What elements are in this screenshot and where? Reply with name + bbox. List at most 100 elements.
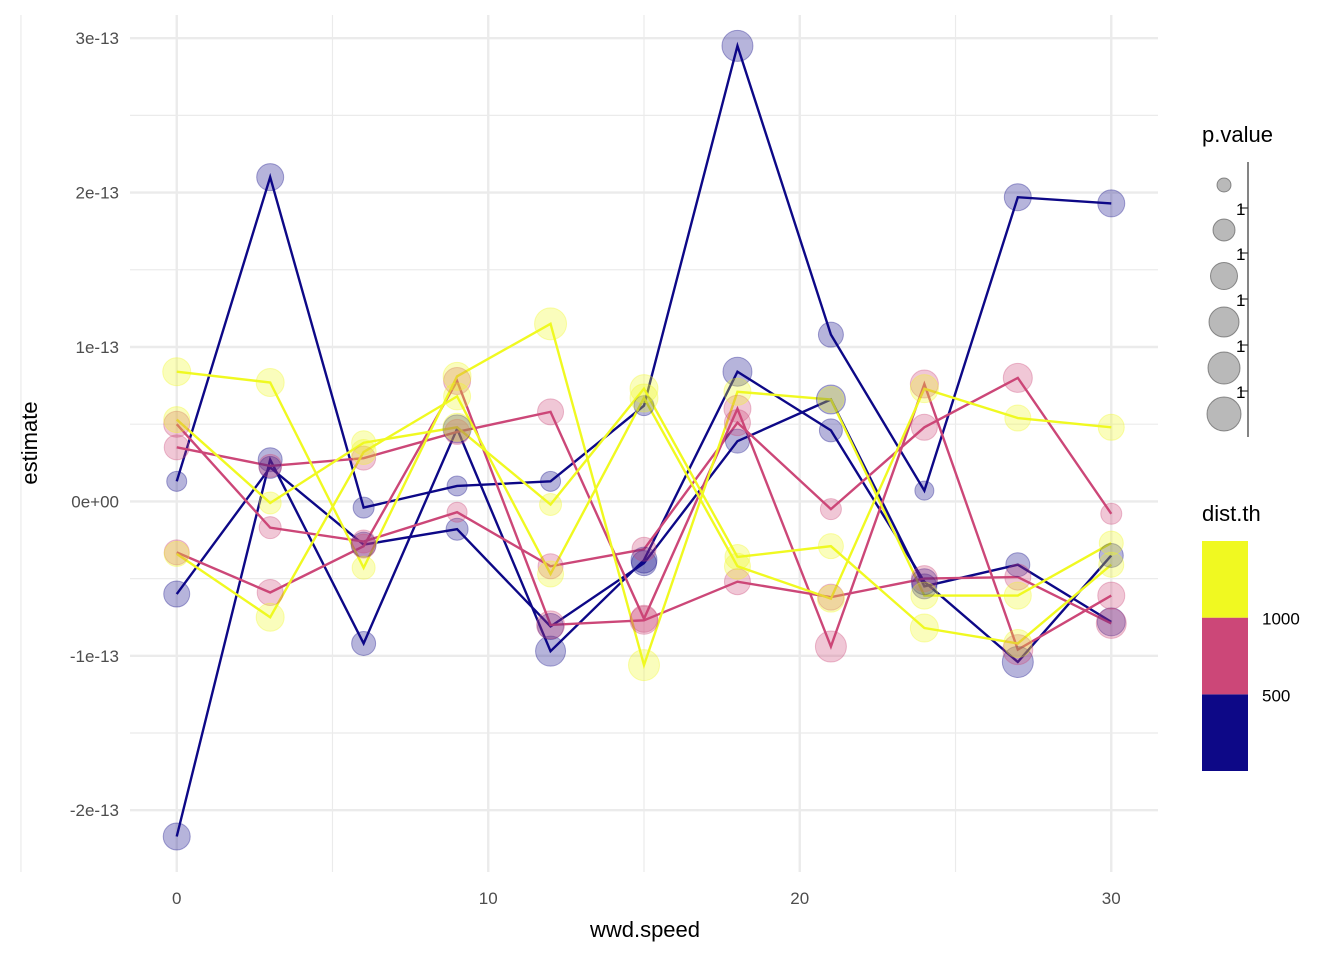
data-point — [162, 357, 192, 387]
data-point — [537, 560, 565, 588]
x-tick-label: 20 — [790, 889, 809, 908]
data-point — [1097, 189, 1126, 218]
size-legend-label: 1 — [1236, 291, 1245, 310]
data-point — [537, 398, 565, 426]
y-tick-label: 2e-13 — [76, 184, 119, 203]
data-point — [723, 377, 752, 406]
data-point — [1095, 607, 1127, 639]
data-point — [256, 579, 284, 607]
data-point — [909, 613, 939, 643]
data-point — [445, 517, 469, 541]
series-line-3 — [175, 376, 1113, 568]
data-point — [351, 529, 376, 554]
data-point — [258, 453, 283, 478]
color-legend-label: 500 — [1262, 686, 1290, 705]
color-legend-bin — [1202, 617, 1248, 695]
data-point — [352, 496, 375, 519]
data-point — [1004, 404, 1032, 432]
y-tick-label: -2e-13 — [70, 801, 119, 820]
data-point — [163, 539, 190, 566]
minor-gridlines — [20, 15, 1158, 872]
data-point — [166, 470, 188, 492]
data-point — [255, 368, 285, 398]
data-point — [350, 531, 377, 558]
series-line-4 — [176, 380, 1112, 652]
data-point — [909, 374, 939, 404]
data-point — [258, 455, 282, 479]
x-tick-label: 30 — [1102, 889, 1121, 908]
data-point — [723, 409, 751, 437]
data-point — [444, 418, 471, 445]
size-legend-key — [1206, 396, 1242, 432]
size-legend-label: 1 — [1236, 383, 1245, 402]
data-point — [629, 605, 659, 635]
size-legend-title: p.value — [1202, 122, 1273, 147]
data-point — [819, 498, 842, 521]
data-point — [631, 536, 657, 562]
x-tick-label: 0 — [172, 889, 181, 908]
series-line-0 — [175, 41, 1112, 510]
data-point — [1003, 183, 1032, 212]
data-point — [256, 163, 285, 192]
data-point — [536, 610, 566, 640]
data-point — [817, 385, 845, 413]
data-point — [534, 307, 568, 341]
data-point — [723, 394, 752, 423]
data-point — [351, 430, 377, 456]
x-axis-title: wwd.speed — [589, 917, 700, 942]
series-line-5 — [176, 378, 1112, 627]
data-point — [724, 543, 751, 570]
data-point — [1003, 628, 1033, 658]
data-point — [350, 438, 377, 465]
data-point — [1097, 413, 1125, 441]
series-lines — [175, 41, 1113, 837]
data-point — [443, 366, 472, 395]
data-point — [1001, 645, 1034, 678]
data-point — [539, 492, 563, 516]
data-point — [442, 361, 472, 391]
data-point — [723, 568, 751, 596]
data-point — [914, 480, 935, 501]
data-point — [818, 418, 843, 443]
color-legend-title: dist.th — [1202, 501, 1261, 526]
data-point — [629, 374, 659, 404]
color-legend: dist.th 500 1000 — [1202, 501, 1300, 771]
size-legend-key — [1208, 306, 1240, 338]
data-point — [633, 395, 655, 417]
size-legend-label: 1 — [1236, 337, 1245, 356]
data-point — [535, 635, 567, 667]
series-line-1 — [175, 369, 1113, 837]
data-point — [817, 321, 844, 348]
data-point — [1002, 362, 1033, 393]
series-points — [162, 29, 1127, 851]
data-point — [351, 630, 377, 656]
series-line-8 — [176, 387, 1112, 619]
y-tick-label: 0e+00 — [71, 492, 119, 511]
data-point — [1098, 530, 1124, 556]
data-point — [910, 565, 938, 593]
data-point — [163, 434, 190, 461]
data-point — [162, 822, 191, 851]
data-point — [443, 382, 472, 411]
size-legend: p.value 1 1 1 1 1 — [1202, 122, 1273, 437]
data-point — [817, 533, 844, 560]
y-tick-label: 3e-13 — [76, 29, 119, 48]
major-gridlines — [130, 15, 1158, 872]
data-point — [1005, 552, 1031, 578]
data-point — [163, 406, 191, 434]
data-point — [911, 573, 938, 600]
data-point — [351, 445, 377, 471]
data-point — [442, 412, 472, 442]
size-legend-key — [1212, 218, 1236, 242]
data-point — [817, 583, 845, 611]
data-point — [1096, 607, 1126, 637]
data-point — [630, 546, 658, 574]
data-point — [351, 555, 376, 580]
data-point — [909, 369, 939, 399]
data-point — [723, 552, 751, 580]
data-point — [257, 447, 283, 473]
data-point — [628, 649, 660, 682]
data-point — [351, 533, 377, 559]
data-point — [814, 630, 847, 663]
